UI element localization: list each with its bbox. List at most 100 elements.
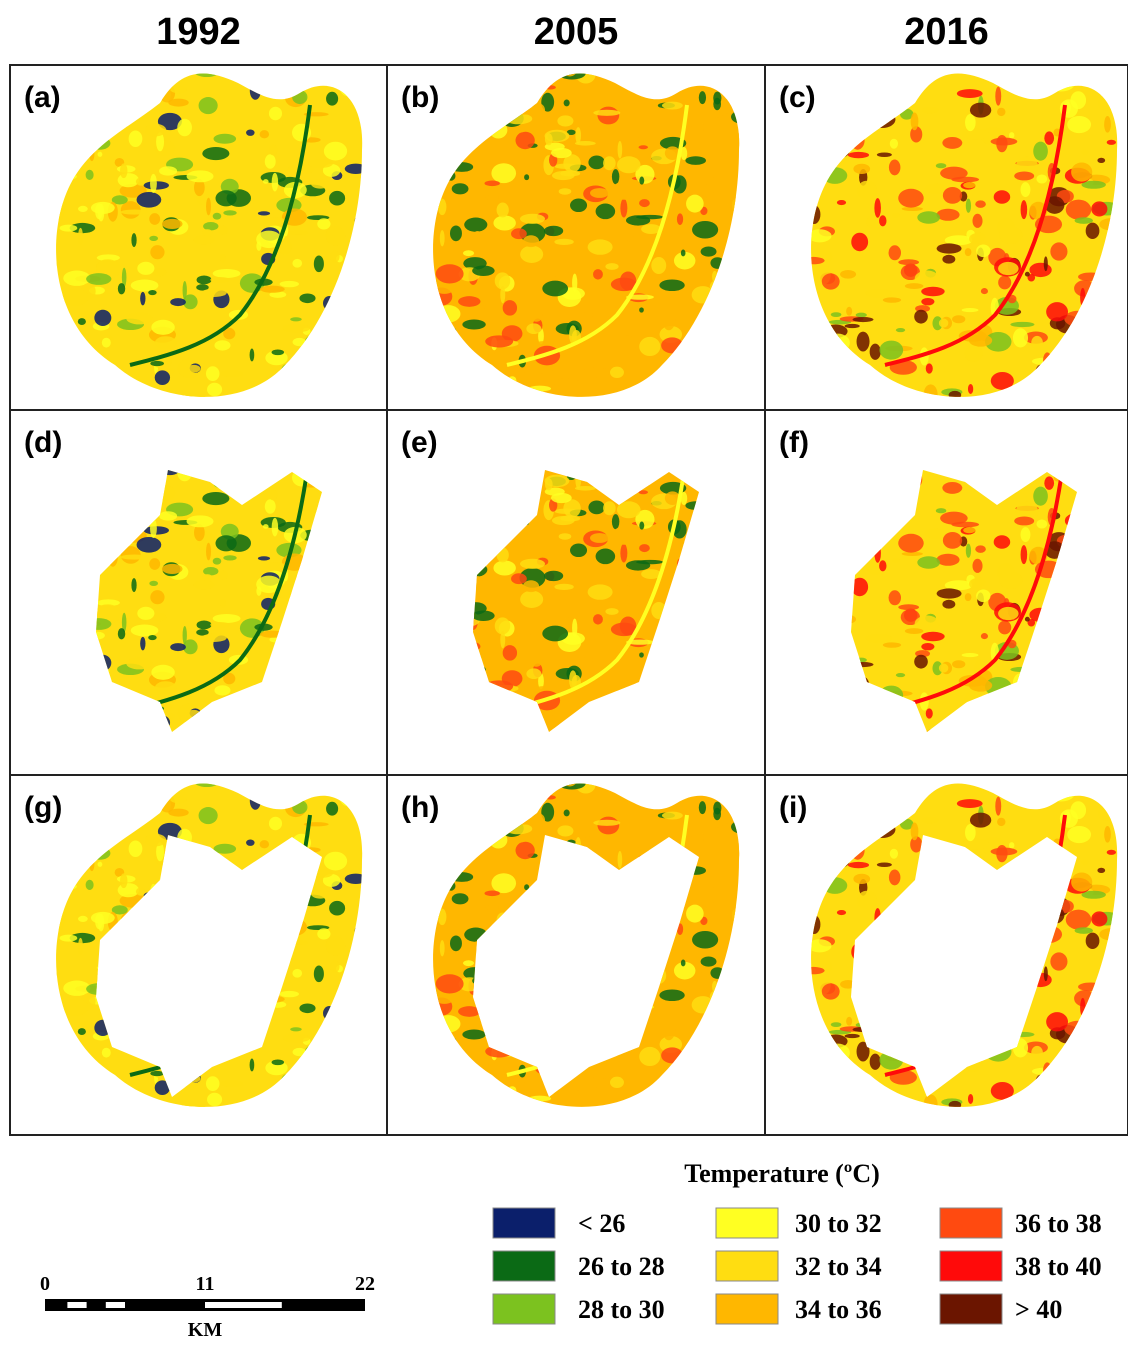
temperature-patch <box>936 508 947 513</box>
temperature-patch <box>999 936 1022 954</box>
temperature-patch <box>802 602 824 609</box>
temperature-patch <box>1039 737 1046 746</box>
temperature-patch <box>855 1097 867 1105</box>
temperature-patch <box>51 259 57 271</box>
temperature-patch <box>131 990 159 1002</box>
temperature-patch <box>741 746 748 757</box>
temperature-patch <box>552 724 579 731</box>
temperature-patch <box>981 288 988 294</box>
temperature-patch <box>686 195 704 213</box>
temperature-patch <box>213 558 222 565</box>
temperature-patch <box>41 579 45 591</box>
temperature-patch <box>155 336 177 349</box>
temperature-patch <box>258 556 270 560</box>
temperature-patch <box>1053 703 1064 719</box>
temperature-patch <box>356 671 360 689</box>
temperature-patch <box>1021 527 1031 542</box>
temperature-patch <box>1021 200 1028 219</box>
temperature-patch <box>968 729 973 739</box>
temperature-patch <box>634 137 650 146</box>
temperature-patch <box>148 635 157 640</box>
temperature-patch <box>1013 673 1028 692</box>
temperature-patch <box>905 993 924 999</box>
temperature-patch <box>51 604 57 616</box>
temperature-patch <box>551 493 572 503</box>
temperature-patch <box>281 709 294 725</box>
temperature-patch <box>889 159 901 175</box>
temperature-patch <box>497 203 509 218</box>
temperature-patch <box>194 775 220 787</box>
legend-swatch <box>940 1294 1002 1324</box>
temperature-patch <box>447 881 456 890</box>
temperature-patch <box>121 209 149 214</box>
temperature-patch <box>214 340 230 350</box>
temperature-patch <box>283 1034 310 1042</box>
temperature-patch <box>65 421 80 430</box>
temperature-patch <box>661 1047 683 1063</box>
temperature-patch <box>486 905 499 910</box>
temperature-patch <box>95 80 114 89</box>
temperature-patch <box>851 68 868 74</box>
temperature-patch <box>712 981 717 993</box>
temperature-patch <box>575 837 581 854</box>
temperature-patch <box>596 549 616 565</box>
map <box>765 62 1128 425</box>
temperature-patch <box>612 891 636 910</box>
temperature-patch <box>1084 1108 1104 1113</box>
temperature-patch <box>126 658 152 670</box>
temperature-patch <box>853 396 874 401</box>
temperature-patch <box>1022 739 1039 758</box>
temperature-patch <box>430 1078 452 1084</box>
temperature-patch <box>692 704 704 718</box>
temperature-patch <box>1120 959 1128 977</box>
temperature-patch <box>1043 697 1052 713</box>
temperature-patch <box>879 1051 903 1070</box>
temperature-patch <box>39 1108 49 1124</box>
temperature-patch <box>65 419 91 429</box>
temperature-patch <box>880 807 908 814</box>
temperature-patch <box>281 364 294 380</box>
temperature-patch <box>216 900 237 916</box>
temperature-patch <box>214 479 237 489</box>
temperature-patch <box>181 739 205 744</box>
temperature-patch <box>611 988 637 1002</box>
temperature-patch <box>591 414 607 420</box>
temperature-patch <box>27 559 53 563</box>
temperature-patch <box>465 354 477 358</box>
temperature-patch <box>699 464 703 481</box>
temperature-patch <box>112 783 117 800</box>
temperature-patch <box>998 262 1019 275</box>
temperature-patch <box>551 858 572 868</box>
temperature-patch <box>562 997 585 1010</box>
temperature-patch <box>1071 1097 1095 1113</box>
temperature-patch <box>639 544 650 552</box>
temperature-patch <box>937 588 962 598</box>
temperature-patch <box>663 655 676 675</box>
temperature-patch <box>344 883 370 887</box>
temperature-patch <box>326 802 338 816</box>
temperature-patch <box>194 65 220 77</box>
temperature-patch <box>504 113 532 124</box>
temperature-patch <box>413 332 437 346</box>
temperature-patch <box>464 928 487 942</box>
temperature-patch <box>852 80 861 84</box>
temperature-patch <box>932 1026 942 1040</box>
temperature-patch <box>819 571 835 581</box>
temperature-patch <box>406 565 429 575</box>
temperature-patch <box>121 1091 144 1100</box>
temperature-patch <box>991 483 1018 491</box>
temperature-patch <box>968 1106 985 1115</box>
temperature-patch <box>851 131 865 150</box>
temperature-patch <box>407 639 429 644</box>
temperature-patch <box>1109 980 1128 992</box>
temperature-patch <box>468 131 473 137</box>
legend-label: 36 to 38 <box>1015 1209 1102 1238</box>
temperature-patch <box>91 779 97 783</box>
temperature-patch <box>97 964 120 971</box>
temperature-patch <box>452 893 469 904</box>
temperature-patch <box>264 936 285 954</box>
temperature-patch <box>507 428 532 435</box>
temperature-patch <box>926 708 933 718</box>
temperature-patch <box>91 69 97 73</box>
temperature-patch <box>681 959 686 966</box>
